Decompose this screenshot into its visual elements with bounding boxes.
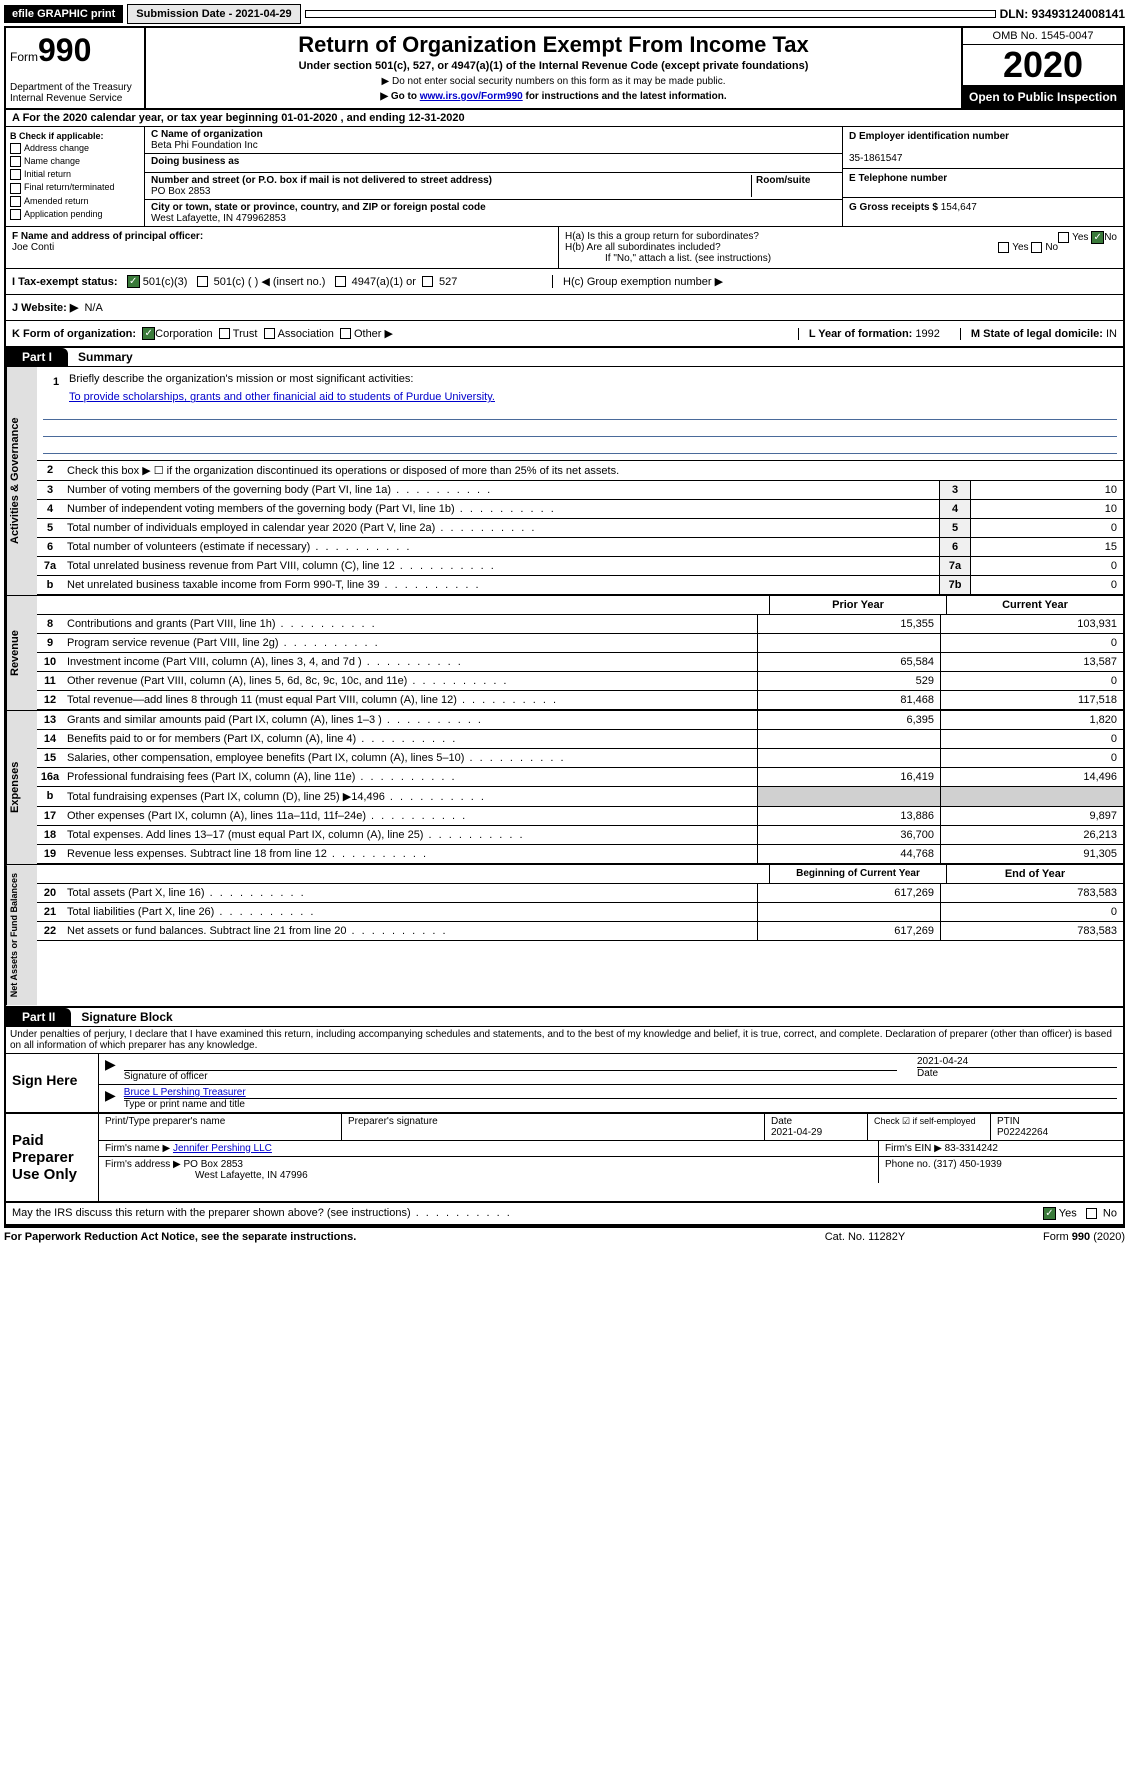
form-header: Form990 Department of the Treasury Inter…: [6, 28, 1123, 110]
form-note1: ▶ Do not enter social security numbers o…: [154, 76, 953, 87]
part2-header: Part II Signature Block: [6, 1006, 1123, 1027]
row-i: I Tax-exempt status: ✓ 501(c)(3) 501(c) …: [6, 269, 1123, 296]
dept-label: Department of the Treasury Internal Reve…: [10, 82, 140, 104]
line-15: 15 Salaries, other compensation, employe…: [37, 749, 1123, 768]
chk-amended[interactable]: [10, 196, 21, 207]
perjury-text: Under penalties of perjury, I declare th…: [6, 1027, 1123, 1054]
chk-pending[interactable]: [10, 209, 21, 220]
disclose-row: May the IRS discuss this return with the…: [6, 1203, 1123, 1225]
chk-name[interactable]: [10, 156, 21, 167]
form-note2: ▶ Go to www.irs.gov/Form990 for instruct…: [154, 91, 953, 102]
line-21: 21 Total liabilities (Part X, line 26) 0: [37, 903, 1123, 922]
row-fh: F Name and address of principal officer:…: [6, 227, 1123, 269]
line-8: 8 Contributions and grants (Part VIII, l…: [37, 615, 1123, 634]
org-address: PO Box 2853: [151, 186, 210, 197]
footer: For Paperwork Reduction Act Notice, see …: [4, 1227, 1125, 1246]
form-id: Form990: [10, 32, 140, 69]
col-b-checkboxes: B Check if applicable: Address change Na…: [6, 127, 145, 226]
chk-501c3[interactable]: ✓: [127, 275, 140, 288]
irs-link[interactable]: www.irs.gov/Form990: [420, 91, 523, 102]
line-6: 6 Total number of volunteers (estimate i…: [37, 538, 1123, 557]
chk-final[interactable]: [10, 183, 21, 194]
dln-label: DLN: 93493124008141: [1000, 7, 1125, 21]
form-subtitle: Under section 501(c), 527, or 4947(a)(1)…: [154, 60, 953, 72]
section-bcde: B Check if applicable: Address change Na…: [6, 127, 1123, 227]
top-bar: efile GRAPHIC print Submission Date - 20…: [4, 4, 1125, 24]
vtab-netassets: Net Assets or Fund Balances: [6, 865, 37, 1005]
sign-here: Sign Here ▶ Signature of officer 2021-04…: [6, 1054, 1123, 1114]
line-22: 22 Net assets or fund balances. Subtract…: [37, 922, 1123, 941]
form-title: Return of Organization Exempt From Incom…: [154, 32, 953, 58]
org-city: West Lafayette, IN 479962853: [151, 213, 286, 224]
line-13: 13 Grants and similar amounts paid (Part…: [37, 711, 1123, 730]
open-public-badge: Open to Public Inspection: [963, 86, 1123, 108]
line-19: 19 Revenue less expenses. Subtract line …: [37, 845, 1123, 864]
row-j: J Website: ▶ N/A: [6, 295, 1123, 321]
line-17: 17 Other expenses (Part IX, column (A), …: [37, 807, 1123, 826]
row-k: K Form of organization: ✓ Corporation Tr…: [6, 321, 1123, 348]
line-9: 9 Program service revenue (Part VIII, li…: [37, 634, 1123, 653]
line-20: 20 Total assets (Part X, line 16) 617,26…: [37, 884, 1123, 903]
line-5: 5 Total number of individuals employed i…: [37, 519, 1123, 538]
efile-button[interactable]: efile GRAPHIC print: [4, 5, 123, 23]
chk-address[interactable]: [10, 143, 21, 154]
gross-receipts: 154,647: [941, 202, 977, 213]
spacer: [305, 10, 996, 18]
chk-initial[interactable]: [10, 169, 21, 180]
vtab-revenue: Revenue: [6, 596, 37, 710]
tax-year: 2020: [963, 45, 1123, 86]
vtab-governance: Activities & Governance: [6, 367, 37, 595]
vtab-expenses: Expenses: [6, 711, 37, 864]
paid-preparer: Paid Preparer Use Only Print/Type prepar…: [6, 1114, 1123, 1203]
line-16a: 16a Professional fundraising fees (Part …: [37, 768, 1123, 787]
line-4: 4 Number of independent voting members o…: [37, 500, 1123, 519]
line-b: b Total fundraising expenses (Part IX, c…: [37, 787, 1123, 807]
line-14: 14 Benefits paid to or for members (Part…: [37, 730, 1123, 749]
org-name: Beta Phi Foundation Inc: [151, 140, 258, 151]
mission-text: To provide scholarships, grants and othe…: [43, 391, 1117, 403]
line-12: 12 Total revenue—add lines 8 through 11 …: [37, 691, 1123, 710]
part1-header: Part I Summary: [6, 348, 1123, 367]
row-a: A For the 2020 calendar year, or tax yea…: [6, 110, 1123, 127]
line-10: 10 Investment income (Part VIII, column …: [37, 653, 1123, 672]
col-de: D Employer identification number 35-1861…: [842, 127, 1123, 226]
officer-name: Bruce L Pershing Treasurer: [124, 1087, 1117, 1099]
ein: 35-1861547: [849, 153, 902, 164]
form-container: Form990 Department of the Treasury Inter…: [4, 26, 1125, 1227]
line-7a: 7a Total unrelated business revenue from…: [37, 557, 1123, 576]
website: N/A: [84, 302, 102, 314]
line-b: b Net unrelated business taxable income …: [37, 576, 1123, 595]
line-18: 18 Total expenses. Add lines 13–17 (must…: [37, 826, 1123, 845]
line-11: 11 Other revenue (Part VIII, column (A),…: [37, 672, 1123, 691]
col-c-org: C Name of organization Beta Phi Foundati…: [145, 127, 842, 226]
submission-button[interactable]: Submission Date - 2021-04-29: [127, 4, 300, 24]
line-3: 3 Number of voting members of the govern…: [37, 481, 1123, 500]
principal-officer: Joe Conti: [12, 242, 54, 253]
omb-label: OMB No. 1545-0047: [963, 28, 1123, 45]
